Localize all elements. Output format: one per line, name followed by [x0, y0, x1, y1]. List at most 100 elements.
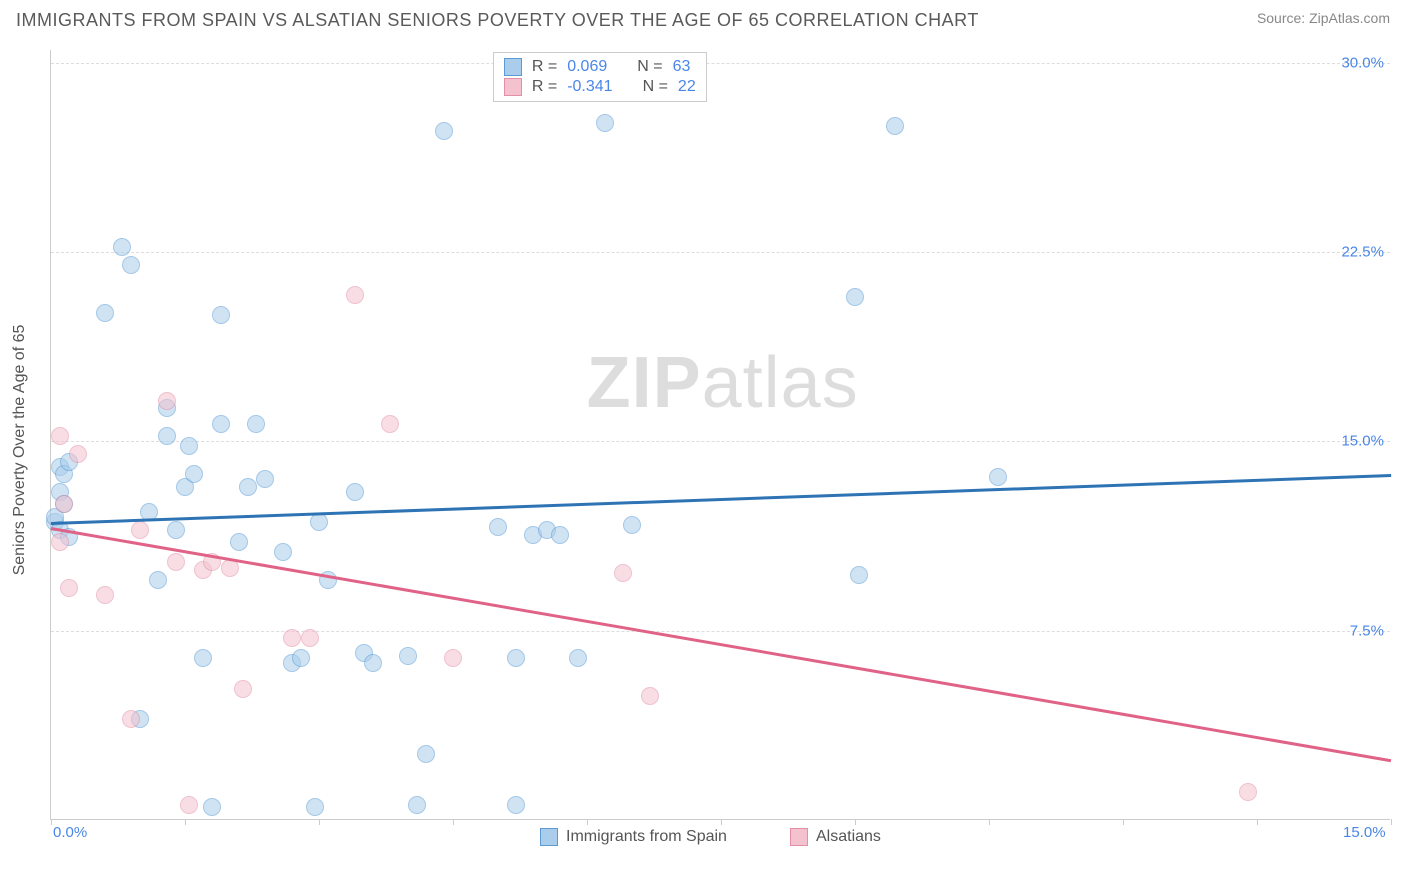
x-tick — [989, 819, 990, 825]
data-point — [417, 745, 435, 763]
data-point — [234, 680, 252, 698]
data-point — [444, 649, 462, 667]
legend-row: R = -0.341 N = 22 — [504, 77, 696, 97]
data-point — [194, 649, 212, 667]
x-tick — [1391, 819, 1392, 825]
legend-n-value: 63 — [673, 58, 691, 76]
data-point — [346, 286, 364, 304]
data-point — [292, 649, 310, 667]
data-point — [346, 483, 364, 501]
y-tick-label: 30.0% — [1341, 54, 1384, 71]
grid-line — [51, 441, 1390, 442]
chart-header: IMMIGRANTS FROM SPAIN VS ALSATIAN SENIOR… — [0, 0, 1406, 37]
data-point — [507, 649, 525, 667]
y-tick-label: 7.5% — [1350, 622, 1384, 639]
correlation-legend: R = 0.069 N = 63 R = -0.341 N = 22 — [493, 52, 707, 102]
data-point — [596, 114, 614, 132]
data-point — [623, 516, 641, 534]
legend-n-label: N = — [637, 58, 662, 76]
data-point — [850, 566, 868, 584]
legend-swatch — [790, 828, 808, 846]
legend-n-label: N = — [643, 78, 668, 96]
series-legend-item: Alsatians — [790, 828, 881, 846]
watermark-light: atlas — [702, 343, 859, 423]
trend-line — [51, 527, 1391, 762]
data-point — [886, 117, 904, 135]
y-tick-label: 15.0% — [1341, 433, 1384, 450]
data-point — [399, 647, 417, 665]
series-name: Immigrants from Spain — [566, 828, 727, 846]
data-point — [113, 238, 131, 256]
chart-area: Seniors Poverty Over the Age of 65 ZIPat… — [30, 40, 1400, 860]
data-point — [364, 654, 382, 672]
x-tick — [319, 819, 320, 825]
data-point — [122, 256, 140, 274]
data-point — [158, 427, 176, 445]
source-name: ZipAtlas.com — [1309, 10, 1390, 26]
legend-r-value: 0.069 — [567, 58, 607, 76]
data-point — [131, 521, 149, 539]
data-point — [846, 288, 864, 306]
data-point — [55, 495, 73, 513]
data-point — [96, 586, 114, 604]
data-point — [180, 437, 198, 455]
series-legend-item: Immigrants from Spain — [540, 828, 727, 846]
data-point — [203, 798, 221, 816]
x-tick — [185, 819, 186, 825]
data-point — [60, 579, 78, 597]
data-point — [51, 533, 69, 551]
data-point — [641, 687, 659, 705]
legend-r-label: R = — [532, 58, 557, 76]
x-tick-label: 0.0% — [53, 824, 87, 841]
x-tick — [855, 819, 856, 825]
grid-line — [51, 63, 1390, 64]
data-point — [381, 415, 399, 433]
data-point — [180, 796, 198, 814]
data-point — [96, 304, 114, 322]
data-point — [989, 468, 1007, 486]
source-prefix: Source: — [1257, 10, 1309, 26]
x-tick — [721, 819, 722, 825]
data-point — [212, 306, 230, 324]
data-point — [569, 649, 587, 667]
data-point — [551, 526, 569, 544]
legend-r-label: R = — [532, 78, 557, 96]
y-tick-label: 22.5% — [1341, 243, 1384, 260]
chart-source: Source: ZipAtlas.com — [1257, 10, 1390, 26]
data-point — [507, 796, 525, 814]
data-point — [167, 521, 185, 539]
data-point — [247, 415, 265, 433]
watermark-bold: ZIP — [587, 343, 702, 423]
data-point — [239, 478, 257, 496]
data-point — [122, 710, 140, 728]
legend-n-value: 22 — [678, 78, 696, 96]
data-point — [185, 465, 203, 483]
x-tick — [1257, 819, 1258, 825]
data-point — [283, 629, 301, 647]
data-point — [306, 798, 324, 816]
plot-region: ZIPatlas 7.5%15.0%22.5%30.0%0.0%15.0%R =… — [50, 50, 1390, 820]
data-point — [167, 553, 185, 571]
data-point — [51, 427, 69, 445]
legend-swatch — [504, 58, 522, 76]
data-point — [435, 122, 453, 140]
grid-line — [51, 252, 1390, 253]
data-point — [212, 415, 230, 433]
data-point — [310, 513, 328, 531]
series-name: Alsatians — [816, 828, 881, 846]
legend-swatch — [540, 828, 558, 846]
data-point — [614, 564, 632, 582]
data-point — [158, 392, 176, 410]
data-point — [408, 796, 426, 814]
data-point — [69, 445, 87, 463]
watermark: ZIPatlas — [587, 342, 859, 424]
data-point — [301, 629, 319, 647]
x-tick — [453, 819, 454, 825]
x-tick-label: 15.0% — [1343, 824, 1386, 841]
x-tick — [51, 819, 52, 825]
data-point — [149, 571, 167, 589]
legend-swatch — [504, 78, 522, 96]
y-axis-label: Seniors Poverty Over the Age of 65 — [11, 325, 29, 576]
legend-r-value: -0.341 — [567, 78, 612, 96]
grid-line — [51, 631, 1390, 632]
